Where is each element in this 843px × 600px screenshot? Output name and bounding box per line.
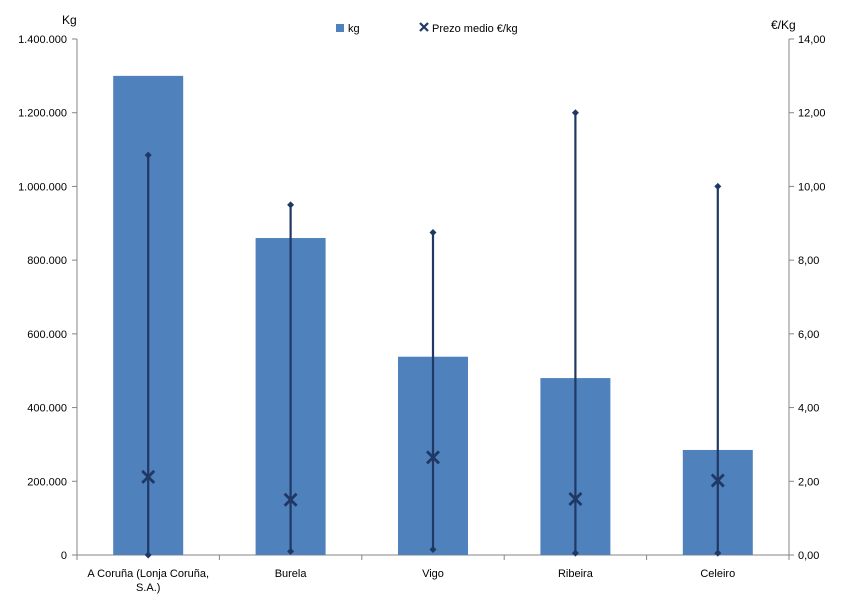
y-left-tick-label: 600.000	[27, 329, 67, 341]
y-left-tick-label: 1.000.000	[18, 181, 67, 193]
y-right-axis-title: €/Kg	[771, 18, 796, 32]
y-left-axis-title: Kg	[62, 13, 77, 27]
y-right-tick-label: 10,00	[798, 181, 826, 193]
x-category-label: Ribeira	[558, 568, 594, 580]
plot-area: 0 200.000 400.000 600.000 800.000 1.000.000 1.…	[18, 34, 825, 594]
price-min-marker	[429, 545, 437, 553]
price-max-marker	[144, 151, 152, 159]
y-left-tick-label: 200.000	[27, 476, 67, 488]
price-avg-stroke	[710, 473, 725, 488]
price-avg-marker	[710, 473, 725, 488]
price-max-marker	[429, 229, 437, 236]
y-left-tick-label: 1.400.000	[18, 34, 67, 46]
legend-swatch-kg	[336, 24, 344, 32]
price-avg-marker	[283, 492, 298, 507]
y-right-tick-label: 4,00	[798, 403, 819, 415]
price-avg-stroke	[283, 492, 298, 507]
x-category-label: A Coruña (Lonja Coruña,	[87, 568, 209, 580]
price-avg-marker	[141, 469, 156, 484]
price-max-marker	[714, 182, 722, 190]
x-category-label: Celeiro	[700, 568, 735, 580]
price-avg-stroke	[141, 469, 156, 484]
price-max-marker	[287, 201, 295, 209]
price-avg-marker	[426, 450, 440, 465]
y-right-tick-label: 2,00	[798, 476, 819, 488]
x-category-label: Burela	[275, 568, 308, 580]
y-left-tick-label: 800.000	[27, 255, 67, 267]
y-right-tick-label: 8,00	[798, 255, 819, 267]
y-left-tick-label: 0	[61, 550, 67, 562]
y-right-tick-label: 0,00	[798, 550, 819, 562]
legend: kg Prezo medio €/kg	[336, 22, 518, 35]
price-avg-stroke	[426, 450, 440, 465]
legend-swatch-price-icon	[419, 22, 429, 32]
y-right-tick-label: 12,00	[798, 108, 826, 120]
y-left-tick-label: 1.200.000	[18, 108, 67, 120]
y-right-tick-label: 6,00	[798, 329, 819, 341]
legend-label-kg: kg	[348, 23, 360, 35]
y-left-tick-label: 400.000	[27, 403, 67, 415]
y-right-tick-label: 14,00	[798, 34, 826, 46]
price-min-marker	[714, 549, 722, 557]
price-min-marker	[144, 551, 152, 559]
price-min-marker	[287, 547, 295, 555]
x-category-label: Vigo	[422, 568, 444, 580]
price-min-marker	[571, 549, 579, 557]
price-avg-stroke	[568, 491, 583, 506]
x-category-label: S.A.)	[136, 582, 160, 594]
price-max-marker	[571, 109, 579, 117]
price-avg-marker	[568, 491, 583, 506]
legend-label-price: Prezo medio €/kg	[432, 23, 518, 35]
